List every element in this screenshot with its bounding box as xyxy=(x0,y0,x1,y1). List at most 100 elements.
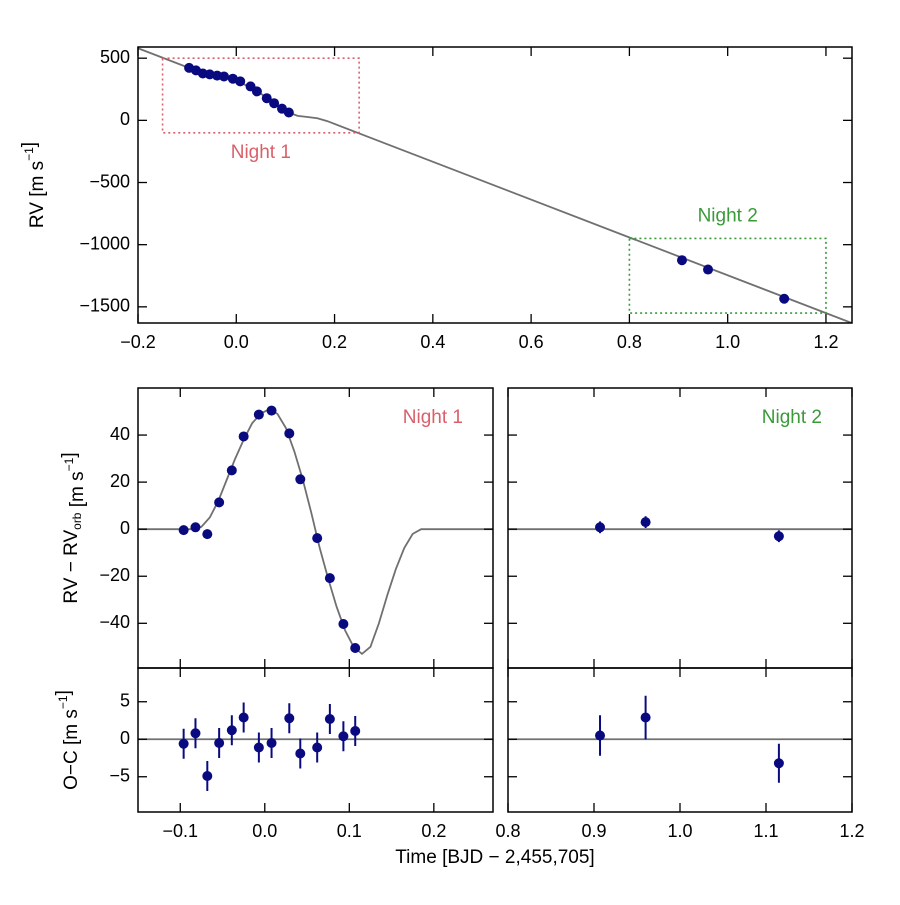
label-sub: orb xyxy=(70,512,84,530)
data-point xyxy=(238,431,249,442)
data-point xyxy=(595,730,606,741)
x-tick-label: 0.2 xyxy=(322,332,347,352)
data-point xyxy=(338,731,349,742)
x-tick-label: 0.1 xyxy=(337,821,362,841)
data-point xyxy=(312,742,323,753)
label-part: O−C [m s xyxy=(61,709,82,790)
data-point xyxy=(226,725,237,736)
data-point xyxy=(640,517,651,528)
x-tick-label: 0.0 xyxy=(224,332,249,352)
data-point xyxy=(350,643,361,653)
data-point xyxy=(779,293,790,304)
data-point xyxy=(190,522,201,533)
panel-label: Night 1 xyxy=(403,407,463,428)
data-point xyxy=(235,76,246,87)
data-point xyxy=(350,726,361,736)
x-tick-label: 0.8 xyxy=(495,821,520,841)
data-point xyxy=(202,529,213,540)
data-point xyxy=(595,522,606,533)
x-axis-label: Time [BJD − 2,455,705] xyxy=(395,847,594,868)
box-label: Night 2 xyxy=(698,205,758,226)
label-part: ] xyxy=(19,142,40,147)
data-point xyxy=(295,474,306,485)
label-part: ] xyxy=(59,452,80,457)
label-part: ] xyxy=(53,690,74,695)
label-part: RV [m s xyxy=(27,161,48,228)
y-tick-label: 0 xyxy=(120,518,130,538)
plot-area xyxy=(138,702,493,791)
x-tick-label: 0.8 xyxy=(617,332,642,352)
data-point xyxy=(253,409,264,420)
model-line xyxy=(138,47,852,323)
data-point xyxy=(283,107,294,118)
y-tick-label: −1000 xyxy=(79,233,130,253)
data-point xyxy=(284,713,295,724)
data-point xyxy=(190,728,201,739)
plot-area xyxy=(138,47,852,323)
x-tick-label: 0.6 xyxy=(519,332,544,352)
label-part: [m s xyxy=(67,471,88,512)
x-tick-label: 1.0 xyxy=(715,332,740,352)
plot-area xyxy=(508,695,852,783)
data-point xyxy=(640,712,651,723)
data-point xyxy=(703,264,714,275)
axes-frame xyxy=(507,387,853,669)
data-point xyxy=(204,69,215,80)
data-point xyxy=(324,573,335,584)
y-tick-label: −5 xyxy=(109,766,130,786)
data-point xyxy=(269,98,280,109)
data-point xyxy=(253,742,264,753)
axes-frame xyxy=(137,46,853,324)
x-tick-label: 1.2 xyxy=(839,821,864,841)
y-tick-label: −500 xyxy=(89,171,130,191)
panel-label: Night 2 xyxy=(762,407,822,428)
highlight-box xyxy=(628,237,827,314)
x-tick-label: 1.1 xyxy=(753,821,778,841)
data-point xyxy=(676,255,687,266)
plot-area xyxy=(508,516,852,543)
y-axis-label: RV − RVorb [m s−1] xyxy=(59,452,88,603)
y-tick-label: −1500 xyxy=(79,296,130,316)
data-point xyxy=(214,738,225,748)
x-tick-label: 0.9 xyxy=(581,821,606,841)
data-point xyxy=(312,533,323,544)
x-tick-label: 0.4 xyxy=(420,332,445,352)
y-tick-label: 0 xyxy=(120,728,130,748)
data-point xyxy=(226,465,237,476)
label-sup: −1 xyxy=(22,147,36,161)
x-tick-label: 1.2 xyxy=(813,332,838,352)
y-tick-label: 40 xyxy=(110,424,130,444)
model-line xyxy=(138,408,493,656)
x-tick-label: 0.0 xyxy=(252,821,277,841)
data-point xyxy=(324,714,335,724)
x-tick-label: −0.2 xyxy=(120,332,156,352)
data-point xyxy=(773,531,784,542)
highlight-box xyxy=(161,57,360,134)
data-point xyxy=(773,758,784,769)
data-point xyxy=(178,525,189,536)
data-point xyxy=(338,619,349,629)
plot-area xyxy=(138,405,493,656)
y-tick-label: −20 xyxy=(99,565,130,585)
data-point xyxy=(214,497,225,508)
y-tick-label: 5 xyxy=(120,691,130,711)
data-point xyxy=(266,405,277,416)
data-point xyxy=(284,428,295,439)
data-point xyxy=(261,93,272,104)
label-part: RV − RV xyxy=(61,530,82,604)
axes-frame xyxy=(507,667,853,813)
x-tick-label: 1.0 xyxy=(667,821,692,841)
data-point xyxy=(295,748,306,759)
y-tick-label: −40 xyxy=(99,612,130,632)
y-tick-label: 0 xyxy=(120,109,130,129)
data-point xyxy=(178,738,189,749)
axes-frame xyxy=(137,667,494,813)
data-point xyxy=(251,86,262,97)
label-sup: −1 xyxy=(56,695,70,709)
label-sup: −1 xyxy=(62,457,76,471)
data-point xyxy=(266,738,277,748)
x-tick-label: −0.1 xyxy=(162,821,198,841)
x-tick-label: 0.2 xyxy=(421,821,446,841)
y-axis-label: O−C [m s−1] xyxy=(53,690,82,790)
